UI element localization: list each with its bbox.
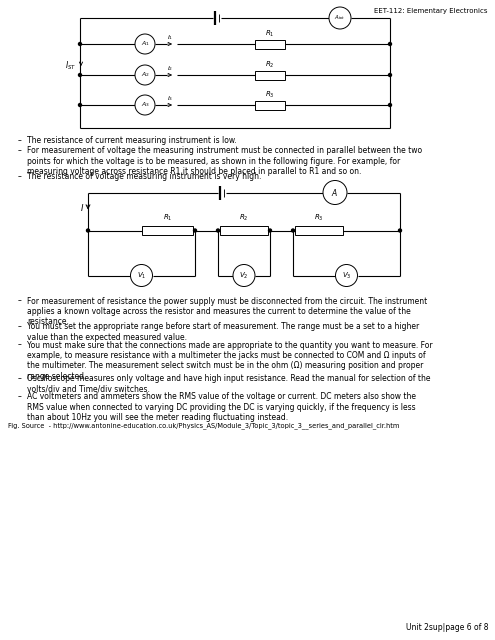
Bar: [295, 226, 343, 235]
Circle shape: [323, 180, 347, 205]
Text: $A_{tot}$: $A_{tot}$: [334, 13, 346, 22]
Text: The resistance of voltage measuring instrument is very high.: The resistance of voltage measuring inst…: [27, 172, 261, 181]
Text: AC voltmeters and ammeters show the RMS value of the voltage or current. DC mete: AC voltmeters and ammeters show the RMS …: [27, 392, 416, 422]
Circle shape: [398, 229, 401, 232]
Text: –: –: [18, 172, 22, 181]
Text: $R_1$: $R_1$: [265, 29, 275, 39]
Circle shape: [79, 42, 82, 45]
Text: Oscilloscope measures only voltage and have high input resistance. Read the manu: Oscilloscope measures only voltage and h…: [27, 374, 431, 394]
Circle shape: [135, 95, 155, 115]
Circle shape: [79, 74, 82, 77]
Circle shape: [389, 104, 392, 106]
Circle shape: [194, 229, 197, 232]
Circle shape: [389, 74, 392, 77]
Circle shape: [233, 264, 255, 287]
Bar: [255, 100, 285, 109]
Text: –: –: [18, 392, 22, 401]
Text: $I$: $I$: [80, 202, 84, 213]
Text: –: –: [18, 374, 22, 383]
Circle shape: [216, 229, 219, 232]
Text: $I_1$: $I_1$: [167, 33, 173, 42]
Text: $A$: $A$: [332, 187, 339, 198]
Text: $I_{ST}$: $I_{ST}$: [65, 60, 76, 72]
Bar: [255, 70, 285, 79]
Circle shape: [336, 264, 357, 287]
Bar: [142, 226, 193, 235]
Text: $R_3$: $R_3$: [314, 212, 324, 223]
Text: $R_2$: $R_2$: [239, 212, 249, 223]
Text: $I_3$: $I_3$: [167, 95, 173, 104]
Text: $V_3$: $V_3$: [342, 270, 351, 280]
Text: EET-112: Elementary Electronics: EET-112: Elementary Electronics: [375, 8, 488, 14]
Text: –: –: [18, 147, 22, 156]
Text: You must make sure that the connections made are appropriate to the quantity you: You must make sure that the connections …: [27, 340, 433, 381]
Circle shape: [292, 229, 295, 232]
Bar: [255, 40, 285, 49]
Circle shape: [268, 229, 271, 232]
Text: $R_3$: $R_3$: [265, 90, 275, 100]
Text: $I_2$: $I_2$: [167, 65, 173, 74]
Text: –: –: [18, 340, 22, 349]
Text: $A_1$: $A_1$: [141, 40, 149, 49]
Text: For measurement of voltage the measuring instrument must be connected in paralle: For measurement of voltage the measuring…: [27, 147, 422, 176]
Text: The resistance of current measuring instrument is low.: The resistance of current measuring inst…: [27, 136, 237, 145]
Text: $R_2$: $R_2$: [265, 60, 275, 70]
Circle shape: [135, 34, 155, 54]
Text: –: –: [18, 323, 22, 332]
Circle shape: [79, 104, 82, 106]
Text: –: –: [18, 296, 22, 305]
Text: Fig. Source  - http://www.antonine-education.co.uk/Physics_AS/Module_3/Topic_3/t: Fig. Source - http://www.antonine-educat…: [8, 422, 399, 429]
Text: $A_3$: $A_3$: [141, 100, 149, 109]
Text: $V_2$: $V_2$: [239, 270, 248, 280]
Text: For measurement of resistance the power supply must be disconnected from the cir: For measurement of resistance the power …: [27, 296, 427, 326]
Text: You must set the appropriate range before start of measurement. The range must b: You must set the appropriate range befor…: [27, 323, 419, 342]
Text: –: –: [18, 136, 22, 145]
Text: Unit 2sup|page 6 of 8: Unit 2sup|page 6 of 8: [405, 623, 488, 632]
Circle shape: [389, 42, 392, 45]
Text: $A_2$: $A_2$: [141, 70, 149, 79]
Circle shape: [87, 229, 90, 232]
Text: $R_1$: $R_1$: [163, 212, 172, 223]
Circle shape: [329, 7, 351, 29]
Text: $V_1$: $V_1$: [137, 270, 146, 280]
Circle shape: [131, 264, 152, 287]
Circle shape: [135, 65, 155, 85]
Bar: [220, 226, 268, 235]
